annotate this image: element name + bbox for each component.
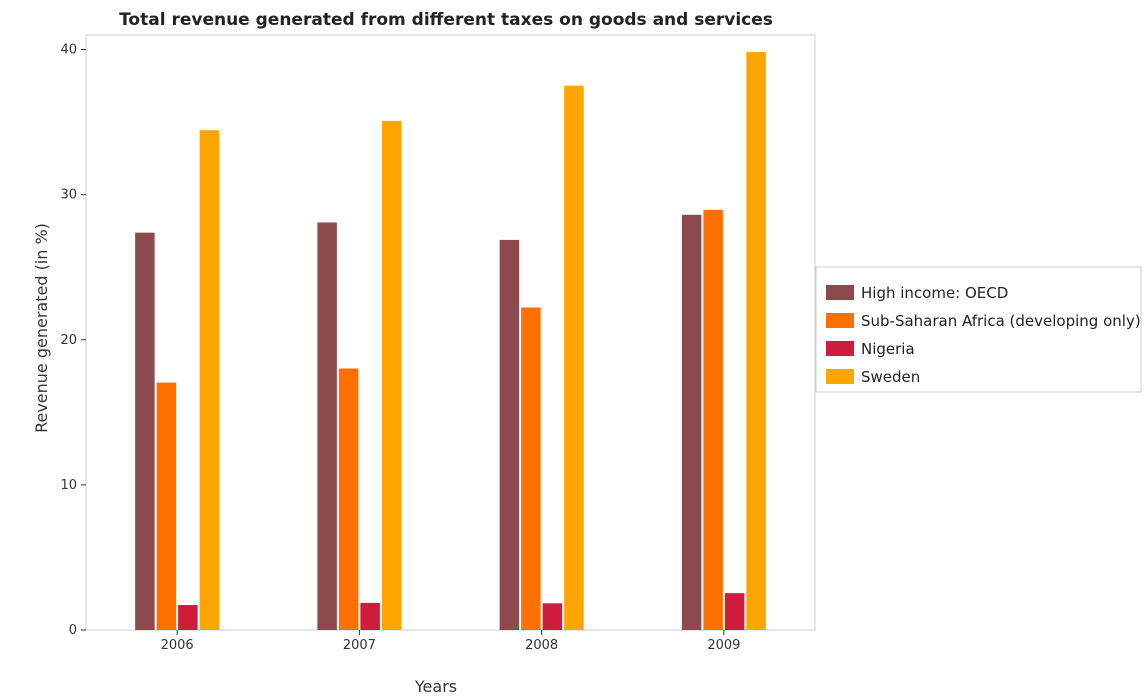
y-axis-label: Revenue generated (in %) xyxy=(32,223,51,433)
y-tick-label: 20 xyxy=(60,333,77,348)
bar-2009-series-1 xyxy=(703,209,723,630)
legend-swatch-2 xyxy=(826,341,854,356)
legend-label-1: Sub-Saharan Africa (developing only) xyxy=(861,312,1141,330)
x-tick-label-2006: 2006 xyxy=(161,638,194,653)
y-tick-label: 30 xyxy=(60,188,77,203)
bar-2008-series-0 xyxy=(499,239,520,630)
chart-title: Total revenue generated from different t… xyxy=(119,10,773,30)
legend-swatch-0 xyxy=(826,285,854,300)
legend-label-2: Nigeria xyxy=(861,340,915,358)
bar-2008-series-3 xyxy=(564,85,584,630)
legend-box xyxy=(815,266,1142,393)
x-tick-label-2008: 2008 xyxy=(525,638,558,653)
bar-2009-series-3 xyxy=(746,51,766,631)
y-tick-label: 0 xyxy=(69,623,77,638)
y-tick-label: 10 xyxy=(60,478,77,493)
bar-2009-series-2 xyxy=(724,593,745,630)
legend-label-0: High income: OECD xyxy=(861,284,1008,302)
bar-2007-series-3 xyxy=(381,120,402,630)
bar-2006-series-0 xyxy=(135,232,155,630)
bar-2008-series-2 xyxy=(542,603,563,630)
y-tick-label: 40 xyxy=(60,43,77,58)
x-tick-label-2007: 2007 xyxy=(343,638,376,653)
bar-2007-series-2 xyxy=(360,602,380,630)
x-axis-label: Years xyxy=(414,677,457,696)
bar-2006-series-1 xyxy=(156,382,177,630)
bar-2006-series-3 xyxy=(199,130,220,630)
bar-2006-series-2 xyxy=(178,605,198,630)
legend-label-3: Sweden xyxy=(861,368,920,386)
legend-swatch-3 xyxy=(826,369,854,384)
bar-2007-series-1 xyxy=(338,368,359,630)
legend: High income: OECD Sub-Saharan Africa (dev… xyxy=(815,266,1142,393)
legend-swatch-1 xyxy=(826,313,854,328)
x-tick-label-2009: 2009 xyxy=(707,638,740,653)
bar-2008-series-1 xyxy=(521,307,541,630)
plot-area: 0 10 20 30 40 2006 2007 2008 2009 xyxy=(60,34,816,653)
bar-2009-series-0 xyxy=(681,214,702,630)
plot-frame xyxy=(85,34,816,631)
bar-2007-series-0 xyxy=(317,222,337,630)
